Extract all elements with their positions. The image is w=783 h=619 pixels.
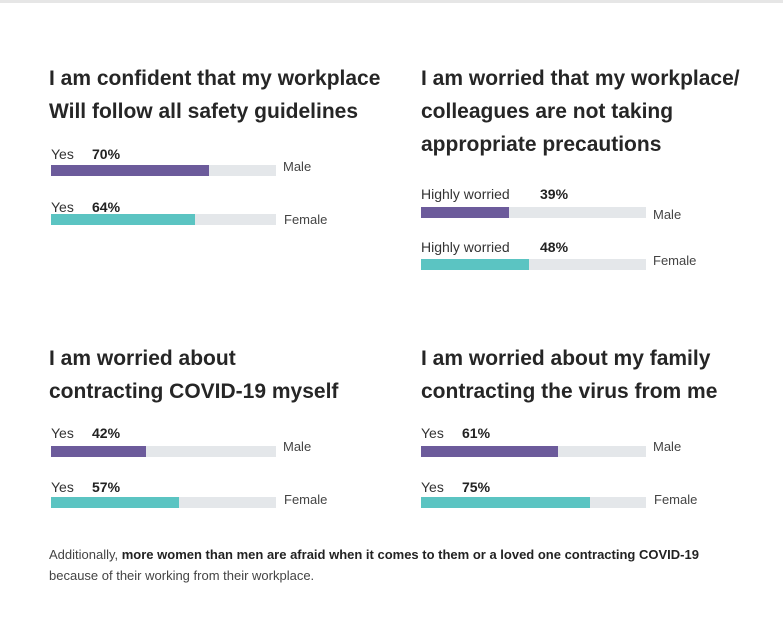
series-name: Female [653, 253, 697, 268]
bar-label: Yes [51, 479, 74, 495]
panel-title-line: I am worried that my workplace/ [421, 67, 740, 90]
bar-label: Yes [421, 425, 444, 441]
bar-value: 75% [462, 479, 491, 495]
footer-prefix: Additionally, [49, 547, 122, 562]
bar-track [51, 446, 276, 457]
series-name: Male [283, 439, 312, 454]
bar-label: Yes [421, 479, 444, 495]
panel-title-line: I am worried about my family [421, 347, 711, 370]
bar-value: 70% [92, 146, 121, 162]
bar-fill-male [51, 446, 146, 457]
bar-label: Highly worried [421, 239, 510, 255]
series-name: Male [653, 207, 682, 222]
panel-title-line: contracting the virus from me [421, 380, 718, 403]
bar-fill-male [421, 207, 509, 218]
footer-highlight: more women than men are afraid when it c… [121, 547, 699, 562]
bar-track [421, 207, 646, 218]
panel-title-line: colleagues are not taking [421, 100, 674, 123]
series-name: Male [653, 439, 682, 454]
panel-title-line: I am confident that my workplace [49, 67, 381, 90]
panel-title-line: Will follow all safety guidelines [49, 100, 359, 123]
bar-label: Highly worried [421, 186, 510, 202]
bar-track [421, 446, 646, 457]
bar-fill-female [421, 497, 590, 508]
series-name: Male [283, 159, 312, 174]
bar-value: 57% [92, 479, 121, 495]
bar-fill-female [421, 259, 529, 270]
bar-label: Yes [51, 146, 74, 162]
footer-note: Additionally, more women than men are af… [49, 544, 749, 586]
bar-value: 48% [540, 239, 569, 255]
footer-suffix: because of their working from their work… [49, 568, 315, 583]
panel-title-line: appropriate precautions [421, 133, 662, 156]
bar-label: Yes [51, 425, 74, 441]
bar-fill-female [51, 497, 180, 508]
bar-value: 39% [540, 186, 569, 202]
bar-value: 42% [92, 425, 121, 441]
bar-track [421, 259, 646, 270]
panel-title: I am worried that my workplace/ colleagu… [421, 62, 740, 161]
bar-track [51, 165, 276, 176]
bar-fill-male [51, 165, 209, 176]
panel-title: I am worried about my family contracting… [421, 342, 717, 408]
bar-label: Yes [51, 199, 74, 215]
bar-fill-male [421, 446, 559, 457]
series-name: Female [654, 492, 698, 507]
bar-track [51, 214, 276, 225]
panel-title: I am worried about contracting COVID-19 … [49, 342, 338, 408]
series-name: Female [284, 212, 328, 227]
panel-title: I am confident that my workplace Will fo… [49, 62, 380, 128]
bar-track [51, 497, 276, 508]
bar-fill-female [51, 214, 195, 225]
bar-track [421, 497, 646, 508]
series-name: Female [284, 492, 328, 507]
top-divider [0, 0, 783, 3]
bar-value: 61% [462, 425, 491, 441]
bar-value: 64% [92, 199, 121, 215]
panel-title-line: I am worried about [49, 347, 236, 370]
panel-title-line: contracting COVID-19 myself [49, 380, 339, 403]
